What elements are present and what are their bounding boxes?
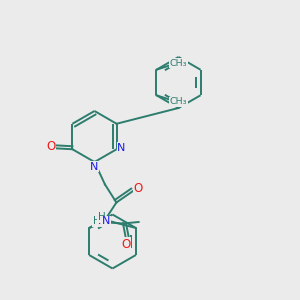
Text: CH₃: CH₃ [169, 97, 187, 106]
Text: O: O [134, 182, 142, 195]
Text: CH₃: CH₃ [169, 59, 187, 68]
Text: O: O [122, 238, 130, 251]
Text: O: O [46, 140, 55, 153]
Text: H: H [93, 216, 101, 226]
Text: N: N [98, 216, 106, 226]
Text: N: N [117, 143, 126, 153]
Text: N: N [90, 162, 98, 172]
Text: N: N [102, 216, 110, 226]
Text: H: H [98, 212, 106, 222]
